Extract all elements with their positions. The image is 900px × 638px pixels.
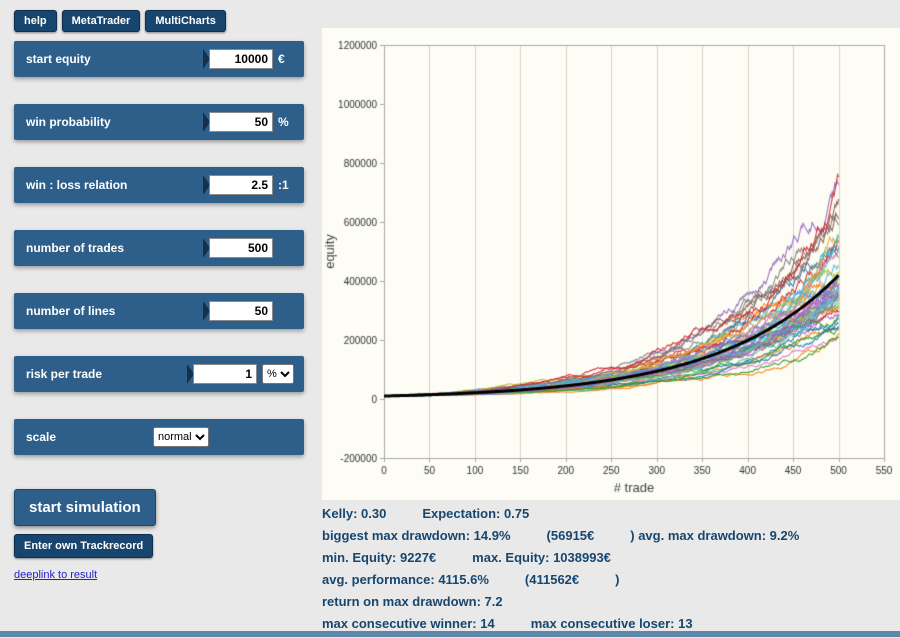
bottom-strip [0, 631, 900, 637]
actions-area: start simulation Enter own Trackrecord d… [14, 489, 156, 583]
start-equity-input[interactable] [209, 49, 273, 69]
chart-area [322, 28, 900, 500]
input-notch [203, 112, 210, 132]
stat-avg-performance-eur: (411562€ [524, 572, 580, 587]
start-equity-label: start equity [26, 52, 91, 66]
risk-per-trade-label: risk per trade [26, 367, 103, 381]
multicharts-button[interactable]: MultiCharts [145, 10, 226, 32]
number-of-lines-input[interactable] [209, 301, 273, 321]
input-notch [187, 364, 194, 384]
scale-select[interactable]: normal [153, 427, 209, 447]
number-of-lines-label: number of lines [26, 304, 116, 318]
number-of-trades-input[interactable] [209, 238, 273, 258]
input-notch [203, 175, 210, 195]
stat-biggest-max-drawdown-eur: (56915€ [546, 528, 595, 543]
start-simulation-button[interactable]: start simulation [14, 489, 156, 526]
stat-return-on-max-drawdown: return on max drawdown: 7.2 [322, 594, 503, 609]
equity-chart [322, 28, 900, 500]
deeplink-to-result-link[interactable]: deeplink to result [14, 569, 98, 581]
stat-max-equity: max. Equity: 1038993€ [472, 550, 611, 565]
win-probability-input[interactable] [209, 112, 273, 132]
stat-kelly: Kelly: 0.30 [322, 506, 387, 521]
input-notch [203, 238, 210, 258]
win-loss-relation-unit: :1 [278, 178, 289, 192]
stats-line-kelly: Kelly: 0.30 Expectation: 0.75 [322, 506, 799, 521]
input-notch [203, 301, 210, 321]
scale-label: scale [26, 430, 57, 444]
toolbar: help MetaTrader MultiCharts [14, 10, 226, 32]
start-equity-unit: € [278, 52, 285, 66]
stats-line-consecutive: max consecutive winner: 14 max consecutiv… [322, 616, 799, 631]
stat-avg-performance-close: ) [615, 572, 620, 587]
stats-line-equity: min. Equity: 9227€ max. Equity: 1038993€ [322, 550, 799, 565]
help-button[interactable]: help [14, 10, 57, 32]
panel-number-of-trades: number of trades [14, 230, 304, 266]
stat-min-equity: min. Equity: 9227€ [322, 550, 437, 565]
panel-number-of-lines: number of lines [14, 293, 304, 329]
stat-max-consecutive-winner: max consecutive winner: 14 [322, 616, 495, 631]
win-probability-unit: % [278, 115, 289, 129]
panel-start-equity: start equity € [14, 41, 304, 77]
panel-win-probability: win probability % [14, 104, 304, 140]
panel-risk-per-trade: risk per trade % [14, 356, 304, 392]
panel-win-loss-relation: win : loss relation :1 [14, 167, 304, 203]
stat-expectation: Expectation: 0.75 [422, 506, 530, 521]
number-of-trades-label: number of trades [26, 241, 125, 255]
stats-line-drawdown: biggest max drawdown: 14.9% (56915€ ) avg.… [322, 528, 799, 543]
risk-per-trade-input[interactable] [193, 364, 257, 384]
simulation-stats: Kelly: 0.30 Expectation: 0.75 biggest max… [322, 506, 799, 638]
stat-avg-max-drawdown: ) avg. max drawdown: 9.2% [630, 528, 800, 543]
stats-line-performance: avg. performance: 4115.6% (411562€) [322, 572, 799, 587]
risk-unit-select[interactable]: % [262, 364, 294, 384]
input-notch [203, 49, 210, 69]
enter-trackrecord-button[interactable]: Enter own Trackrecord [14, 534, 154, 558]
win-probability-label: win probability [26, 115, 111, 129]
stat-biggest-max-drawdown: biggest max drawdown: 14.9% [322, 528, 511, 543]
stats-line-return-dd: return on max drawdown: 7.2 [322, 594, 799, 609]
stat-max-consecutive-loser: max consecutive loser: 13 [530, 616, 693, 631]
win-loss-relation-label: win : loss relation [26, 178, 128, 192]
parameter-sidebar: start equity € win probability % win : l… [14, 41, 304, 482]
metatrader-button[interactable]: MetaTrader [61, 10, 141, 32]
win-loss-relation-input[interactable] [209, 175, 273, 195]
panel-scale: scale normal [14, 419, 304, 455]
stat-avg-performance: avg. performance: 4115.6% [322, 572, 489, 587]
